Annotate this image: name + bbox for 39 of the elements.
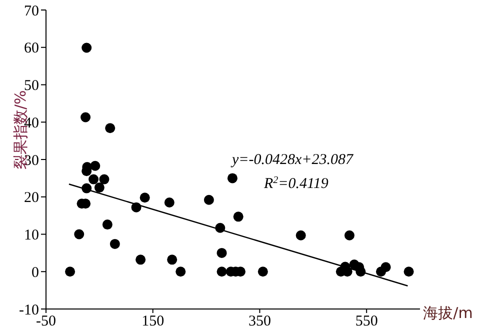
point — [80, 112, 91, 122]
x-axis-title: 海拔/m — [423, 304, 473, 322]
point — [99, 174, 110, 184]
y-tick-label: 10 — [24, 228, 39, 244]
y-tick-label: 20 — [24, 190, 39, 206]
y-tick-label: 70 — [24, 3, 39, 20]
x-tick-label: 350 — [248, 314, 271, 330]
x-tick-label: -50 — [36, 314, 56, 330]
point — [227, 173, 238, 184]
point — [105, 123, 116, 134]
point — [88, 174, 99, 184]
point — [65, 266, 76, 277]
point — [216, 266, 227, 277]
point — [110, 238, 120, 249]
y-tick-label: -10 — [19, 302, 39, 318]
x-tick-label: 150 — [142, 314, 164, 330]
point — [102, 220, 112, 230]
point — [258, 266, 268, 277]
point — [380, 262, 391, 272]
point — [344, 230, 354, 240]
point — [94, 182, 104, 193]
point — [74, 229, 84, 240]
point — [404, 266, 414, 277]
point — [90, 160, 100, 171]
point — [204, 194, 214, 205]
point — [176, 266, 186, 277]
annotation: R$^{2}$=0.4119 — [263, 174, 329, 192]
point — [136, 254, 146, 265]
point — [164, 197, 174, 208]
point — [140, 192, 150, 203]
y-tick-label: 60 — [24, 40, 39, 57]
point — [233, 212, 244, 222]
point — [167, 254, 178, 265]
x-tick-label: 550 — [355, 314, 378, 330]
point — [82, 42, 92, 53]
annotation: y=-0.0428x+23.087 — [230, 152, 355, 168]
point — [216, 248, 227, 258]
y-tick-label: 0 — [32, 264, 39, 281]
point — [296, 230, 306, 240]
